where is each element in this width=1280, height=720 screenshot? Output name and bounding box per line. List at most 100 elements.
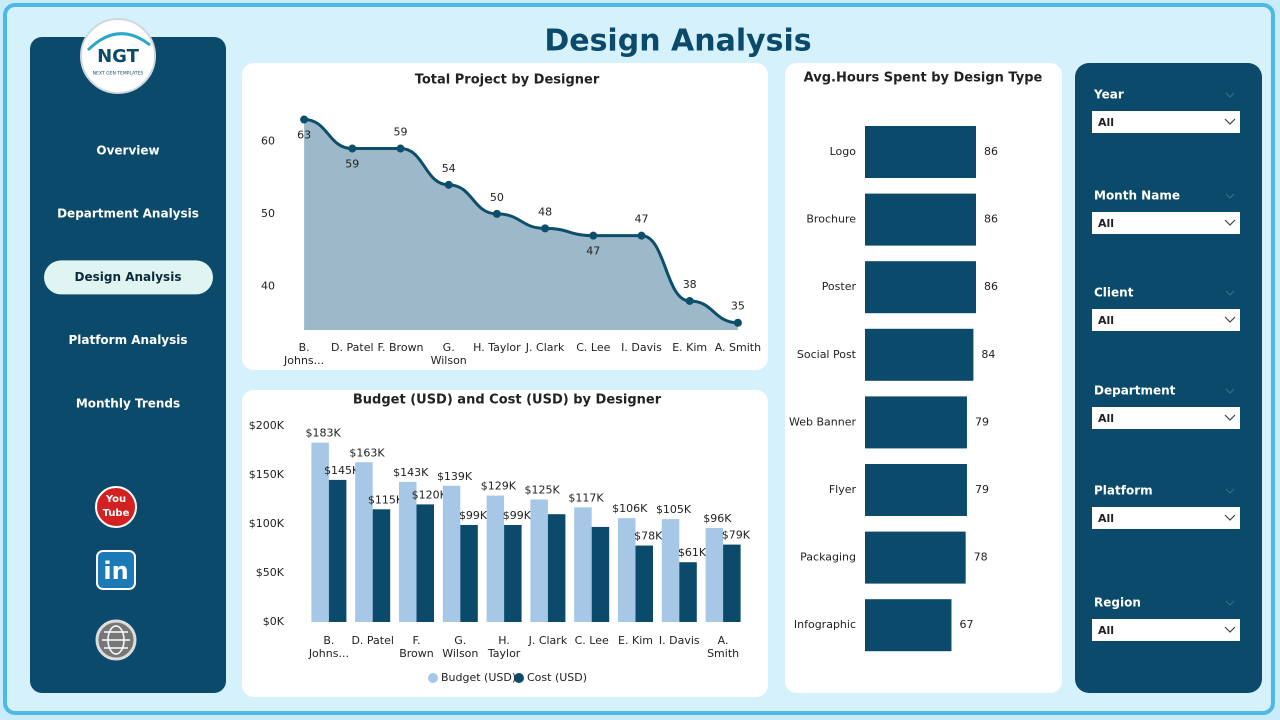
filter-label: Platform <box>1094 484 1153 498</box>
data-label: $96K <box>703 512 732 525</box>
data-label: $106K <box>612 502 648 515</box>
nav-item[interactable]: Platform Analysis <box>68 333 187 347</box>
x-tick-label-text: G. Wilson <box>442 634 479 660</box>
nav-item[interactable]: Monthly Trends <box>76 396 180 410</box>
dropdown-chevron <box>1224 414 1236 421</box>
bar <box>372 509 391 622</box>
x-tick-label-text: E. Kim <box>672 341 708 354</box>
bar <box>311 442 329 622</box>
bar <box>723 544 741 622</box>
nav-item[interactable]: Overview <box>96 144 159 158</box>
bar <box>679 562 697 622</box>
chart-title: Avg.Hours Spent by Design Type <box>804 71 1043 86</box>
x-tick-label-text: D. Patel <box>331 341 374 354</box>
data-label: $117K <box>568 491 604 504</box>
filter-collapse <box>1225 488 1235 494</box>
y-tick-label: 60 <box>261 134 275 147</box>
point <box>492 209 501 218</box>
x-tick-label: J. Clark <box>528 634 568 647</box>
filter-collapse <box>1225 92 1235 98</box>
x-tick-label: I. Davis <box>659 634 700 647</box>
filter-collapse <box>1225 600 1235 606</box>
bar <box>416 504 434 622</box>
data-label: 84 <box>981 348 995 361</box>
bar <box>705 527 724 622</box>
data-label: $163K <box>349 446 385 459</box>
x-tick-label-text: A. Smith <box>714 341 762 354</box>
point <box>396 144 405 153</box>
data-label: 48 <box>538 205 552 218</box>
filter-dropdown[interactable] <box>1092 619 1240 641</box>
chart-title: Budget (USD) and Cost (USD) by Designer <box>353 393 662 408</box>
filter-label: Department <box>1094 384 1176 398</box>
point <box>541 224 550 233</box>
filter-dropdown[interactable] <box>1092 111 1240 133</box>
x-tick-label-text: E. Kim <box>618 634 653 647</box>
filter-dropdown[interactable] <box>1092 407 1240 429</box>
data-label: 50 <box>490 191 504 204</box>
filter-label: Region <box>1094 596 1141 610</box>
filter-label: Month Name <box>1094 189 1180 203</box>
youtube-icon[interactable] <box>95 486 137 528</box>
bar <box>865 328 974 381</box>
data-label: $99K <box>459 509 488 522</box>
x-tick-label: F. Brown <box>377 341 423 354</box>
linkedin-icon[interactable] <box>96 550 136 590</box>
bar <box>591 526 610 622</box>
x-tick-label: F. Brown <box>399 634 434 660</box>
y-tick-label: Flyer <box>829 483 857 496</box>
data-label: 63 <box>297 129 311 142</box>
line <box>303 118 738 325</box>
filter-dropdown[interactable] <box>1092 507 1240 529</box>
dropdown-chevron <box>1224 514 1236 521</box>
data-label: 35 <box>731 300 745 313</box>
filter-dropdown[interactable] <box>1092 212 1240 234</box>
filter-value: All <box>1098 412 1114 425</box>
x-tick-label-text: I. Davis <box>621 341 662 354</box>
filter-value: All <box>1098 512 1114 525</box>
bar <box>865 531 966 584</box>
point <box>348 144 357 153</box>
filter-collapse <box>1225 193 1235 199</box>
data-label: $125K <box>525 484 561 497</box>
filter-dropdown[interactable] <box>1092 309 1240 331</box>
x-tick-label-text: C. Lee <box>576 341 611 354</box>
linkedin-text: in <box>103 557 128 585</box>
logo-swoosh <box>86 32 151 52</box>
data-label: 47 <box>586 245 600 258</box>
logo-tagline: NEXT GEN TEMPLATES <box>93 71 144 77</box>
dropdown-chevron <box>1224 219 1236 226</box>
bar <box>547 514 566 622</box>
data-label: 78 <box>974 551 988 564</box>
bar <box>618 518 636 622</box>
nav-item[interactable]: Design Analysis <box>75 270 182 284</box>
legend-swatch <box>514 673 524 683</box>
y-tick-label: $200K <box>249 419 285 432</box>
data-label: 59 <box>394 126 408 139</box>
data-label: $79K <box>722 529 751 542</box>
bar <box>530 499 548 622</box>
logo-initials: NGT <box>97 46 140 67</box>
x-tick-label: I. Davis <box>621 341 662 354</box>
y-tick-label: Brochure <box>806 213 856 226</box>
bar <box>442 485 461 622</box>
x-tick-label: J. Clark <box>526 341 565 354</box>
x-tick-label: B. Johns... <box>284 341 324 367</box>
data-label: $61K <box>678 546 707 559</box>
x-tick-label: D. Patel <box>351 634 393 647</box>
x-tick-label: C. Lee <box>576 341 611 354</box>
filter-collapse <box>1225 290 1235 296</box>
y-tick-label: Infographic <box>794 618 856 631</box>
bar <box>355 462 373 622</box>
x-tick-label: A. Smith <box>707 634 739 660</box>
point <box>685 296 694 305</box>
x-tick-label: G. Wilson <box>431 341 467 367</box>
nav-active <box>44 260 213 295</box>
page-title: Design Analysis <box>544 24 811 59</box>
data-label: 86 <box>984 280 998 293</box>
x-tick-label: H. Taylor <box>488 634 520 660</box>
x-tick-label-text: J. Clark <box>528 634 568 647</box>
x-tick-label: B. Johns... <box>309 634 349 660</box>
nav-item[interactable]: Department Analysis <box>57 207 199 221</box>
data-label: 86 <box>984 145 998 158</box>
